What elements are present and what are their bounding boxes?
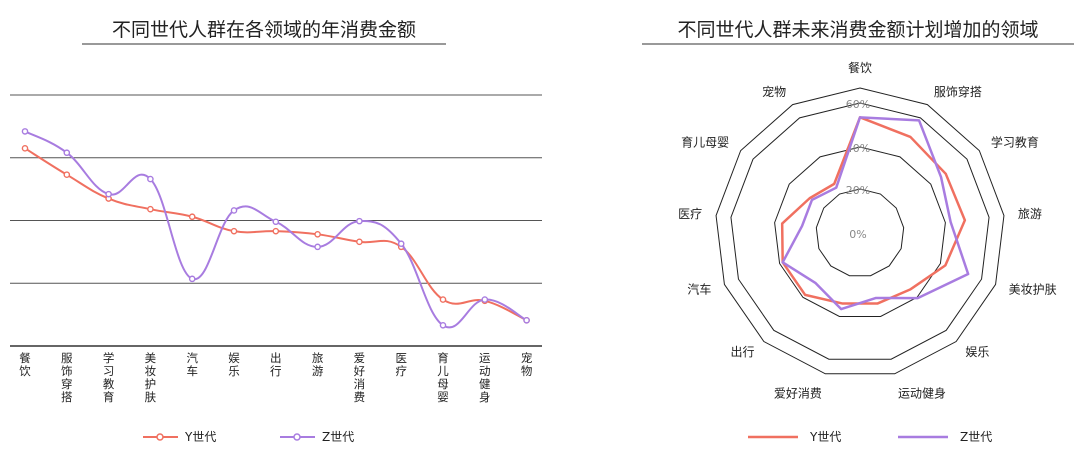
radar-axis-label: 育儿母婴 xyxy=(681,135,729,150)
radar-tick-label: 20% xyxy=(846,184,870,197)
data-point xyxy=(523,316,530,324)
legend-z-marker xyxy=(293,433,301,441)
x-tick-label: 美妆护肤 xyxy=(145,351,157,404)
data-point xyxy=(356,238,363,246)
radar-chart: 不同世代人群未来消费金额计划增加的领域 0% 20% 40% 60% 餐饮服饰穿搭学习… xyxy=(642,19,1074,444)
radar-axis-label: 服饰穿搭 xyxy=(934,84,982,99)
x-tick-label: 旅游 xyxy=(312,351,324,378)
line-chart: 不同世代人群在各领域的年消费金额 餐饮 服饰穿搭 学习教育 美妆护肤 汽车 娱乐 出行 旅游 爱… xyxy=(10,19,542,444)
radar-axis-label: 学习教育 xyxy=(991,135,1039,150)
radar-legend-z-label: Z世代 xyxy=(960,430,992,444)
data-point xyxy=(21,128,29,135)
radar-axis-label: 出行 xyxy=(731,345,755,359)
legend-y-label: Y世代 xyxy=(184,430,216,444)
radar-axis-label: 旅游 xyxy=(1018,207,1042,221)
radar-axis-label: 医疗 xyxy=(678,207,702,221)
legend-z-label: Z世代 xyxy=(322,430,354,444)
data-point xyxy=(439,321,447,329)
x-tick-label: 餐饮 xyxy=(19,351,31,378)
line-chart-title: 不同世代人群在各领域的年消费金额 xyxy=(112,19,416,41)
radar-series-line xyxy=(780,116,967,305)
radar-tick-label: 40% xyxy=(846,142,870,155)
x-tick-label: 宠物 xyxy=(521,351,533,378)
data-point xyxy=(147,205,154,213)
data-point xyxy=(439,296,447,303)
legend-y-marker xyxy=(156,433,164,441)
x-tick-label: 娱乐 xyxy=(228,351,240,378)
x-tick-label: 出行 xyxy=(270,351,282,378)
radar-legend-y-label: Y世代 xyxy=(809,430,841,444)
x-tick-label: 育儿母婴 xyxy=(437,351,449,404)
radar-axis-label: 宠物 xyxy=(762,84,786,99)
radar-grid-ring xyxy=(715,87,1005,375)
data-point xyxy=(230,207,238,214)
radar-chart-title: 不同世代人群未来消费金额计划增加的领域 xyxy=(677,19,1038,41)
x-tick-label: 爱好消费 xyxy=(354,351,366,404)
radar-axis-label: 运动健身 xyxy=(898,385,946,400)
x-tick-label: 医疗 xyxy=(395,351,407,378)
data-point xyxy=(356,217,363,225)
data-point xyxy=(188,275,196,283)
x-tick-label: 服饰穿搭 xyxy=(61,351,73,404)
data-point xyxy=(230,227,238,235)
radar-axis-label: 汽车 xyxy=(687,281,711,296)
data-point xyxy=(63,149,71,157)
radar-grid-ring xyxy=(815,188,905,277)
radar-axis-label: 餐饮 xyxy=(848,60,872,75)
data-point xyxy=(314,243,321,251)
data-point xyxy=(314,231,321,238)
x-tick-label: 运动健身 xyxy=(479,351,491,404)
data-point xyxy=(147,175,154,183)
data-point xyxy=(105,190,112,198)
x-tick-label: 汽车 xyxy=(186,351,198,378)
x-tick-label: 学习教育 xyxy=(103,351,115,404)
radar-tick-label: 0% xyxy=(849,228,866,241)
data-point xyxy=(272,227,280,235)
data-point xyxy=(481,296,489,303)
radar-tick-label: 60% xyxy=(846,98,870,111)
data-point xyxy=(272,218,280,226)
radar-axis-label: 娱乐 xyxy=(965,345,989,359)
radar-axis-label: 爱好消费 xyxy=(774,386,822,400)
radar-axis-label: 美妆护肤 xyxy=(1009,281,1057,296)
data-point xyxy=(188,213,196,221)
radar-grid-ring xyxy=(774,146,946,318)
radar-grid-ring xyxy=(730,102,990,360)
data-point xyxy=(21,145,29,152)
data-point xyxy=(63,171,71,178)
data-point xyxy=(397,240,405,248)
radar-series-line xyxy=(781,116,970,311)
